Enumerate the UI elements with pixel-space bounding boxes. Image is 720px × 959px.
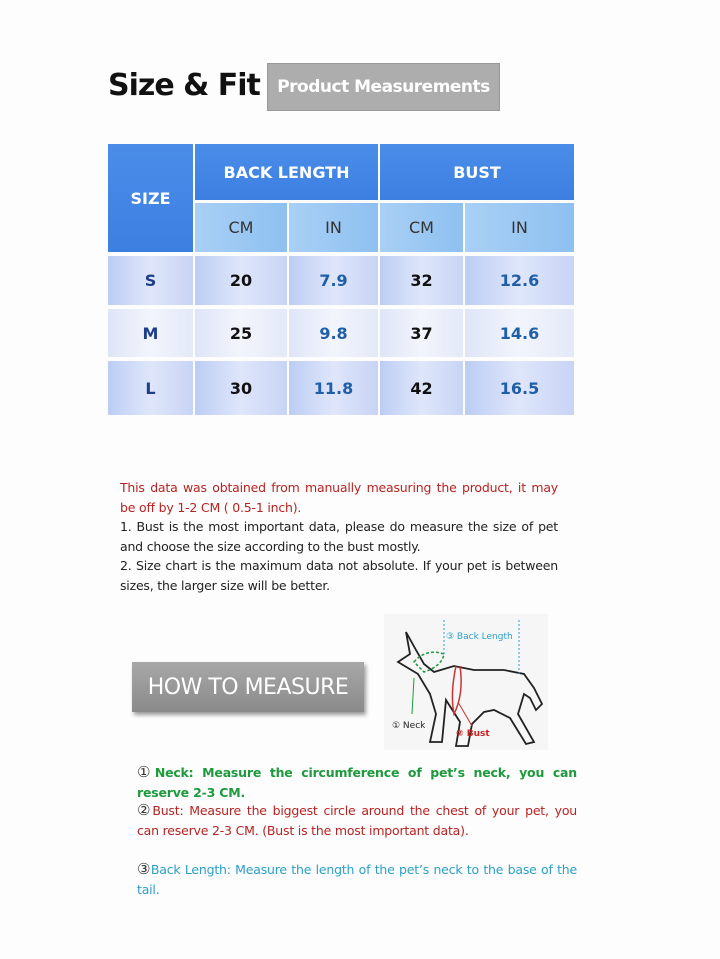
value-cell: 11.8 [289,361,378,415]
step-number: ③ [137,860,151,878]
value-cell: 20 [195,256,287,305]
measurement-notes: This data was obtained from manually mea… [120,478,558,595]
back-length-label: ③ Back Length [446,632,513,642]
note-item: 1. Bust is the most important data, plea… [120,519,558,554]
note-item: 2. Size chart is the maximum data not ab… [120,558,558,593]
value-cell: 37 [380,309,463,357]
bust-label: ② Bust [456,729,490,739]
value-cell: 32 [380,256,463,305]
value-cell: 16.5 [465,361,574,415]
back-length-header: BACK LENGTH [195,144,378,200]
step-back-length: ③Back Length: Measure the length of the … [137,859,577,900]
size-cell: M [108,309,193,357]
unit-header: CM [195,203,287,252]
value-cell: 12.6 [465,256,574,305]
step-neck: ①Neck: Measure the circumference of pet’… [137,762,577,803]
value-cell: 9.8 [289,309,378,357]
unit-header: IN [289,203,378,252]
how-to-measure-banner: HOW TO MEASURE [132,662,364,712]
size-cell: L [108,361,193,415]
disclaimer: This data was obtained from manually mea… [120,480,558,515]
dog-icon: ① Neck ② Bust ③ Back Length [392,620,544,747]
size-cell: S [108,256,193,305]
product-measurements-badge: Product Measurements [267,63,500,111]
value-cell: 42 [380,361,463,415]
page-title: Size & Fit [108,68,261,103]
value-cell: 30 [195,361,287,415]
unit-header: IN [465,203,574,252]
step-bust: ②Bust: Measure the biggest circle around… [137,800,577,841]
value-cell: 25 [195,309,287,357]
unit-header: CM [380,203,463,252]
bust-header: BUST [380,144,574,200]
value-cell: 7.9 [289,256,378,305]
value-cell: 14.6 [465,309,574,357]
step-number: ① [137,763,155,781]
step-text: Neck: Measure the circumference of pet’s… [137,765,577,800]
step-number: ② [137,801,153,819]
size-header: SIZE [108,144,193,252]
dog-measurement-diagram: ① Neck ② Bust ③ Back Length [384,614,548,750]
step-text: Back Length: Measure the length of the p… [137,862,578,897]
neck-label: ① Neck [392,721,426,731]
step-text: Bust: Measure the biggest circle around … [137,803,577,838]
